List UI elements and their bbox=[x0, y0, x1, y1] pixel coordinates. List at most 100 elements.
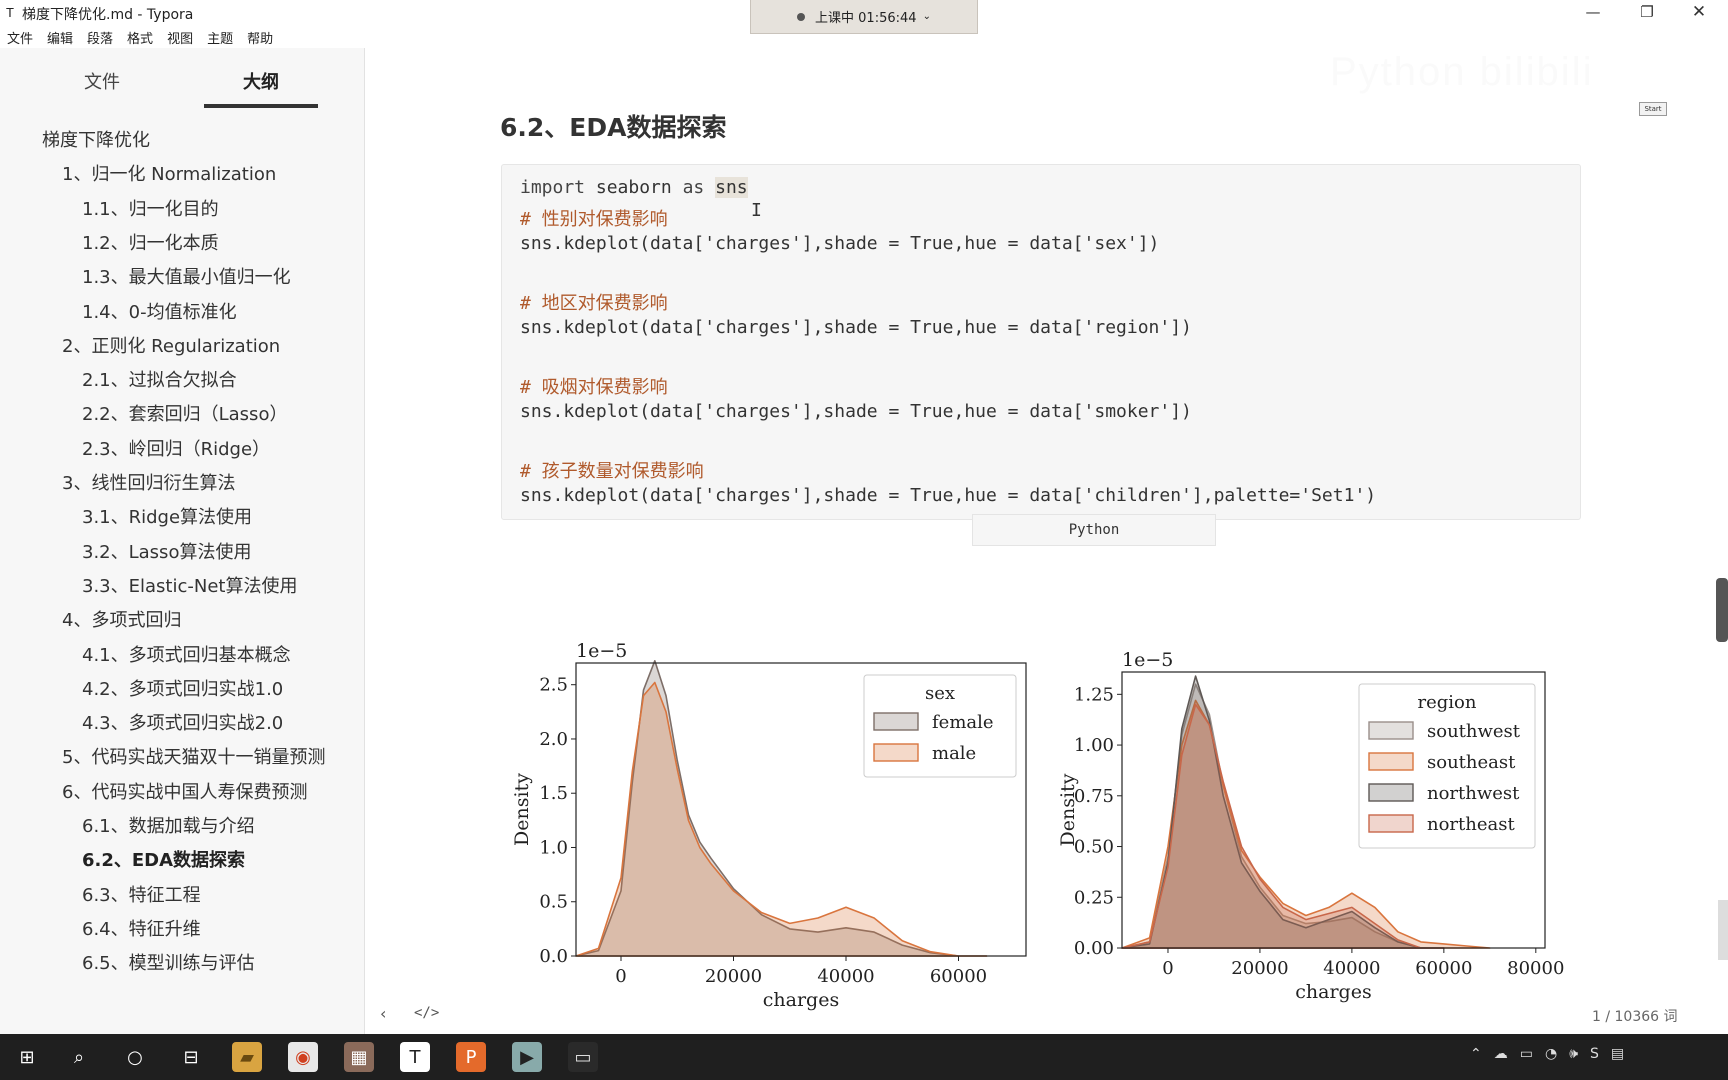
cloud-icon[interactable]: ☁ bbox=[1493, 1046, 1508, 1062]
x-tick-label: 20000 bbox=[1231, 958, 1288, 979]
start-button[interactable]: Start bbox=[1639, 102, 1667, 116]
x-tick-label: 20000 bbox=[705, 966, 762, 987]
code-line: sns.kdeplot(data['charges'],shade = True… bbox=[520, 317, 1192, 338]
sidebar-toggle-icon[interactable]: ‹ bbox=[380, 1004, 387, 1023]
image-app-icon[interactable]: ▦ bbox=[344, 1042, 374, 1072]
x-tick-label: 60000 bbox=[930, 966, 987, 987]
menu-help[interactable]: 帮助 bbox=[247, 32, 274, 47]
outline-item[interactable]: 3.3、Elastic-Net算法使用 bbox=[82, 575, 298, 597]
cortana-icon[interactable]: ○ bbox=[127, 1046, 143, 1068]
window-app-icon[interactable]: ▭ bbox=[568, 1042, 598, 1072]
y-offset-label: 1e−5 bbox=[1122, 649, 1173, 671]
battery-icon[interactable]: ▭ bbox=[1519, 1046, 1533, 1062]
ppt-app-icon[interactable]: P bbox=[456, 1042, 486, 1072]
y-offset-label: 1e−5 bbox=[576, 640, 627, 662]
code-line: sns.kdeplot(data['charges'],shade = True… bbox=[520, 401, 1192, 422]
tray-chevron-icon[interactable]: ⌃ bbox=[1470, 1046, 1482, 1062]
recording-indicator[interactable]: 上课中 01:56:44 ⌄ bbox=[750, 0, 978, 34]
window-title: 梯度下降优化.md - Typora bbox=[22, 7, 194, 23]
minimize-button[interactable]: — bbox=[1585, 3, 1601, 21]
outline-item[interactable]: 1.1、归一化目的 bbox=[82, 198, 219, 220]
kde-chart-region: 0 20000 40000 60000 80000 0.00 0.25 0.50 0.75 1.0… bbox=[1057, 649, 1564, 1003]
app-s-icon[interactable]: S bbox=[1590, 1046, 1599, 1062]
notification-icon[interactable]: ▤ bbox=[1610, 1046, 1625, 1062]
menu-format[interactable]: 格式 bbox=[127, 32, 154, 47]
outline-item[interactable]: 2.1、过拟合欠拟合 bbox=[82, 370, 237, 392]
x-axis-label: charges bbox=[763, 989, 839, 1011]
outline-item[interactable]: 6.1、数据加载与介绍 bbox=[82, 816, 255, 837]
menu-paragraph[interactable]: 段落 bbox=[87, 32, 114, 47]
outline-item[interactable]: 2.2、套索回归（Lasso） bbox=[82, 404, 288, 426]
browser-app-icon[interactable]: ◉ bbox=[288, 1042, 318, 1072]
plot-frame bbox=[575, 662, 1027, 957]
typora-app-icon[interactable]: T bbox=[400, 1042, 430, 1072]
y-tick-label: 0.00 bbox=[1074, 938, 1114, 959]
outline-item[interactable]: 3.2、Lasso算法使用 bbox=[82, 541, 252, 563]
media-app-icon[interactable]: ▶ bbox=[512, 1042, 542, 1072]
maximize-button[interactable]: ❐ bbox=[1640, 3, 1654, 21]
menu-bar: 文件 编辑 段落 格式 视图 主题 帮助 bbox=[0, 26, 280, 48]
y-axis-label: Density bbox=[511, 773, 533, 846]
x-tick-label: 40000 bbox=[1323, 958, 1380, 979]
outline-item[interactable]: 6.3、特征工程 bbox=[82, 884, 201, 906]
kde-chart-sex: 0 20000 40000 60000 0.0 0.5 1.0 1.5 2.0 2.5 1e−5 ch… bbox=[511, 640, 1027, 1011]
outline-item[interactable]: 6、代码实战中国人寿保费预测 bbox=[62, 781, 308, 803]
outline-item[interactable]: 1.3、最大值最小值归一化 bbox=[82, 267, 291, 289]
editor-area[interactable]: 6.2、EDA数据探索 import seaborn as sns # 性别对保… bbox=[365, 48, 1728, 1034]
active-tab-indicator bbox=[204, 104, 318, 108]
outline-item[interactable]: 3.1、Ridge算法使用 bbox=[82, 507, 253, 529]
outline-item[interactable]: 5、代码实战天猫双十一销量预测 bbox=[62, 747, 326, 769]
outline-item[interactable]: 3、线性回归衍生算法 bbox=[62, 473, 236, 494]
plot-frame bbox=[1121, 671, 1546, 949]
outline-item[interactable]: 1、归一化 Normalization bbox=[62, 164, 277, 186]
menu-view[interactable]: 视图 bbox=[167, 32, 194, 47]
outline-item[interactable]: 4、多项式回归 bbox=[62, 610, 182, 632]
folder-app-icon[interactable]: ▰ bbox=[232, 1042, 262, 1072]
outline-item[interactable]: 2、正则化 Regularization bbox=[62, 335, 281, 357]
volume-icon[interactable]: 🕪 bbox=[1569, 1046, 1579, 1062]
search-icon[interactable]: ⌕ bbox=[73, 1046, 85, 1068]
code-line-import: import seaborn as sns bbox=[520, 177, 748, 198]
outline-item[interactable]: 梯度下降优化 bbox=[42, 130, 150, 151]
menu-edit[interactable]: 编辑 bbox=[47, 32, 74, 47]
legend-swatch-northwest bbox=[1368, 783, 1414, 802]
legend-label: northwest bbox=[1427, 783, 1520, 804]
x-tick-label: 60000 bbox=[1415, 958, 1472, 979]
menu-file[interactable]: 文件 bbox=[7, 32, 34, 47]
windows-start-icon[interactable]: ⊞ bbox=[19, 1046, 35, 1068]
y-tick-label: 2.0 bbox=[539, 729, 568, 750]
scrollbar-thumb[interactable] bbox=[1716, 578, 1728, 642]
y-tick-label: 0.75 bbox=[1074, 786, 1114, 807]
y-tick-label: 1.5 bbox=[539, 783, 568, 804]
y-tick-label: 0.25 bbox=[1074, 887, 1114, 908]
word-count[interactable]: 1 / 10366 词 bbox=[1592, 1009, 1678, 1025]
code-comment: # 孩子数量对保费影响 bbox=[520, 461, 704, 482]
x-tick-label: 0 bbox=[615, 966, 626, 987]
code-module: seaborn bbox=[585, 177, 683, 198]
code-line: sns.kdeplot(data['charges'],shade = True… bbox=[520, 233, 1160, 254]
x-tick-label: 0 bbox=[1162, 958, 1173, 979]
tab-outline[interactable]: 大纲 bbox=[243, 72, 279, 93]
outline-item[interactable]: 6.4、特征升维 bbox=[82, 918, 201, 940]
outline-item[interactable]: 6.2、EDA数据探索 bbox=[82, 850, 246, 872]
task-view-icon[interactable]: ⊟ bbox=[183, 1046, 199, 1068]
outline-item[interactable]: 4.1、多项式回归基本概念 bbox=[82, 644, 291, 666]
text-cursor-icon: I bbox=[751, 200, 762, 221]
outline-item[interactable]: 1.4、0-均值标准化 bbox=[82, 301, 237, 323]
outline-item[interactable]: 2.3、岭回归（Ridge） bbox=[82, 438, 271, 460]
outline-item[interactable]: 4.3、多项式回归实战2.0 bbox=[82, 713, 284, 735]
series-southeast-area bbox=[1121, 699, 1491, 949]
code-language-selector[interactable]: Python bbox=[972, 514, 1216, 546]
outline-item[interactable]: 6.5、模型训练与评估 bbox=[82, 953, 255, 975]
x-axis-label: charges bbox=[1295, 981, 1371, 1003]
tab-files[interactable]: 文件 bbox=[84, 72, 120, 93]
close-button[interactable]: ✕ bbox=[1691, 2, 1707, 22]
outline-item[interactable]: 1.2、归一化本质 bbox=[82, 232, 219, 254]
code-comment: # 吸烟对保费影响 bbox=[520, 377, 668, 398]
menu-theme[interactable]: 主题 bbox=[207, 32, 234, 47]
legend-label: male bbox=[932, 743, 976, 764]
outline-item[interactable]: 4.2、多项式回归实战1.0 bbox=[82, 678, 284, 700]
source-code-toggle[interactable]: </> bbox=[414, 1005, 440, 1021]
network-icon[interactable]: ◔ bbox=[1544, 1046, 1558, 1062]
code-block[interactable]: import seaborn as sns # 性别对保费影响 sns.kdep… bbox=[501, 164, 1581, 520]
